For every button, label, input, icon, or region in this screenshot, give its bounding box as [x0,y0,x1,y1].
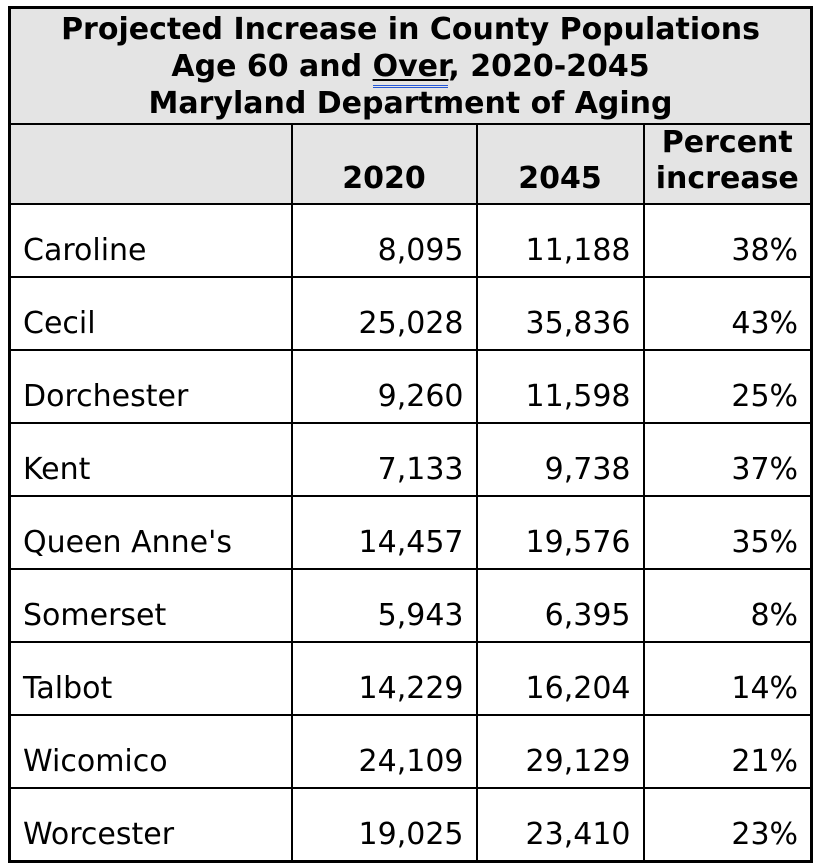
pop-2020-cell: 8,095 [290,203,478,278]
pop-2020-cell: 24,109 [290,714,478,789]
table-row-dorchester: Dorchester 9,260 11,598 25% [8,349,813,424]
percent-increase-cell: 21% [642,714,813,789]
pop-2045-cell: 9,738 [475,422,645,497]
county-cell: Cecil [8,276,293,351]
table-row-kent: Kent 7,133 9,738 37% [8,422,813,497]
percent-increase-cell: 38% [642,203,813,278]
title-line-2-prefix: Age 60 and [171,49,373,84]
percent-increase-cell: 8% [642,568,813,643]
pop-2045-cell: 11,598 [475,349,645,424]
pop-2020-cell: 14,229 [290,641,478,716]
table-row-cecil: Cecil 25,028 35,836 43% [8,276,813,351]
percent-increase-cell: 25% [642,349,813,424]
pop-2045-cell: 11,188 [475,203,645,278]
column-header-row: 2020 2045 Percent increase [8,123,813,205]
title-line-3: Maryland Department of Aging [148,86,673,121]
column-header-2020: 2020 [290,123,478,205]
pop-2020-cell: 14,457 [290,495,478,570]
column-header-county [8,123,293,205]
underlined-word-over: Over [372,49,449,88]
pop-2020-cell: 19,025 [290,787,478,863]
pop-2045-cell: 6,395 [475,568,645,643]
county-cell: Somerset [8,568,293,643]
pop-2020-cell: 5,943 [290,568,478,643]
county-cell: Kent [8,422,293,497]
pop-2045-cell: 35,836 [475,276,645,351]
table-title: Projected Increase in County Populations… [8,6,813,125]
column-header-2045: 2045 [475,123,645,205]
county-cell: Caroline [8,203,293,278]
pop-2020-cell: 7,133 [290,422,478,497]
pop-2045-cell: 16,204 [475,641,645,716]
pop-2045-cell: 23,410 [475,787,645,863]
county-cell: Talbot [8,641,293,716]
table-row-talbot: Talbot 14,229 16,204 14% [8,641,813,716]
pop-2020-cell: 25,028 [290,276,478,351]
county-cell: Wicomico [8,714,293,789]
table-row-wicomico: Wicomico 24,109 29,129 21% [8,714,813,789]
pop-2020-cell: 9,260 [290,349,478,424]
county-cell: Worcester [8,787,293,863]
percent-increase-cell: 35% [642,495,813,570]
title-line-2-suffix: , 2020-2045 [448,49,650,84]
percent-increase-cell: 37% [642,422,813,497]
pop-2045-cell: 19,576 [475,495,645,570]
pop-2045-cell: 29,129 [475,714,645,789]
table-row-caroline: Caroline 8,095 11,188 38% [8,203,813,278]
table-row-worcester: Worcester 19,025 23,410 23% [8,787,813,863]
title-row: Projected Increase in County Populations… [8,6,813,125]
title-line-2: Age 60 and Over, 2020-2045 [15,48,806,88]
county-cell: Dorchester [8,349,293,424]
percent-increase-cell: 43% [642,276,813,351]
table-row-somerset: Somerset 5,943 6,395 8% [8,568,813,643]
county-cell: Queen Anne's [8,495,293,570]
title-line-1: Projected Increase in County Populations [61,12,760,47]
table-row-queen-annes: Queen Anne's 14,457 19,576 35% [8,495,813,570]
percent-increase-cell: 23% [642,787,813,863]
column-header-percent-increase: Percent increase [642,123,813,205]
population-table: Projected Increase in County Populations… [8,6,814,863]
percent-increase-cell: 14% [642,641,813,716]
